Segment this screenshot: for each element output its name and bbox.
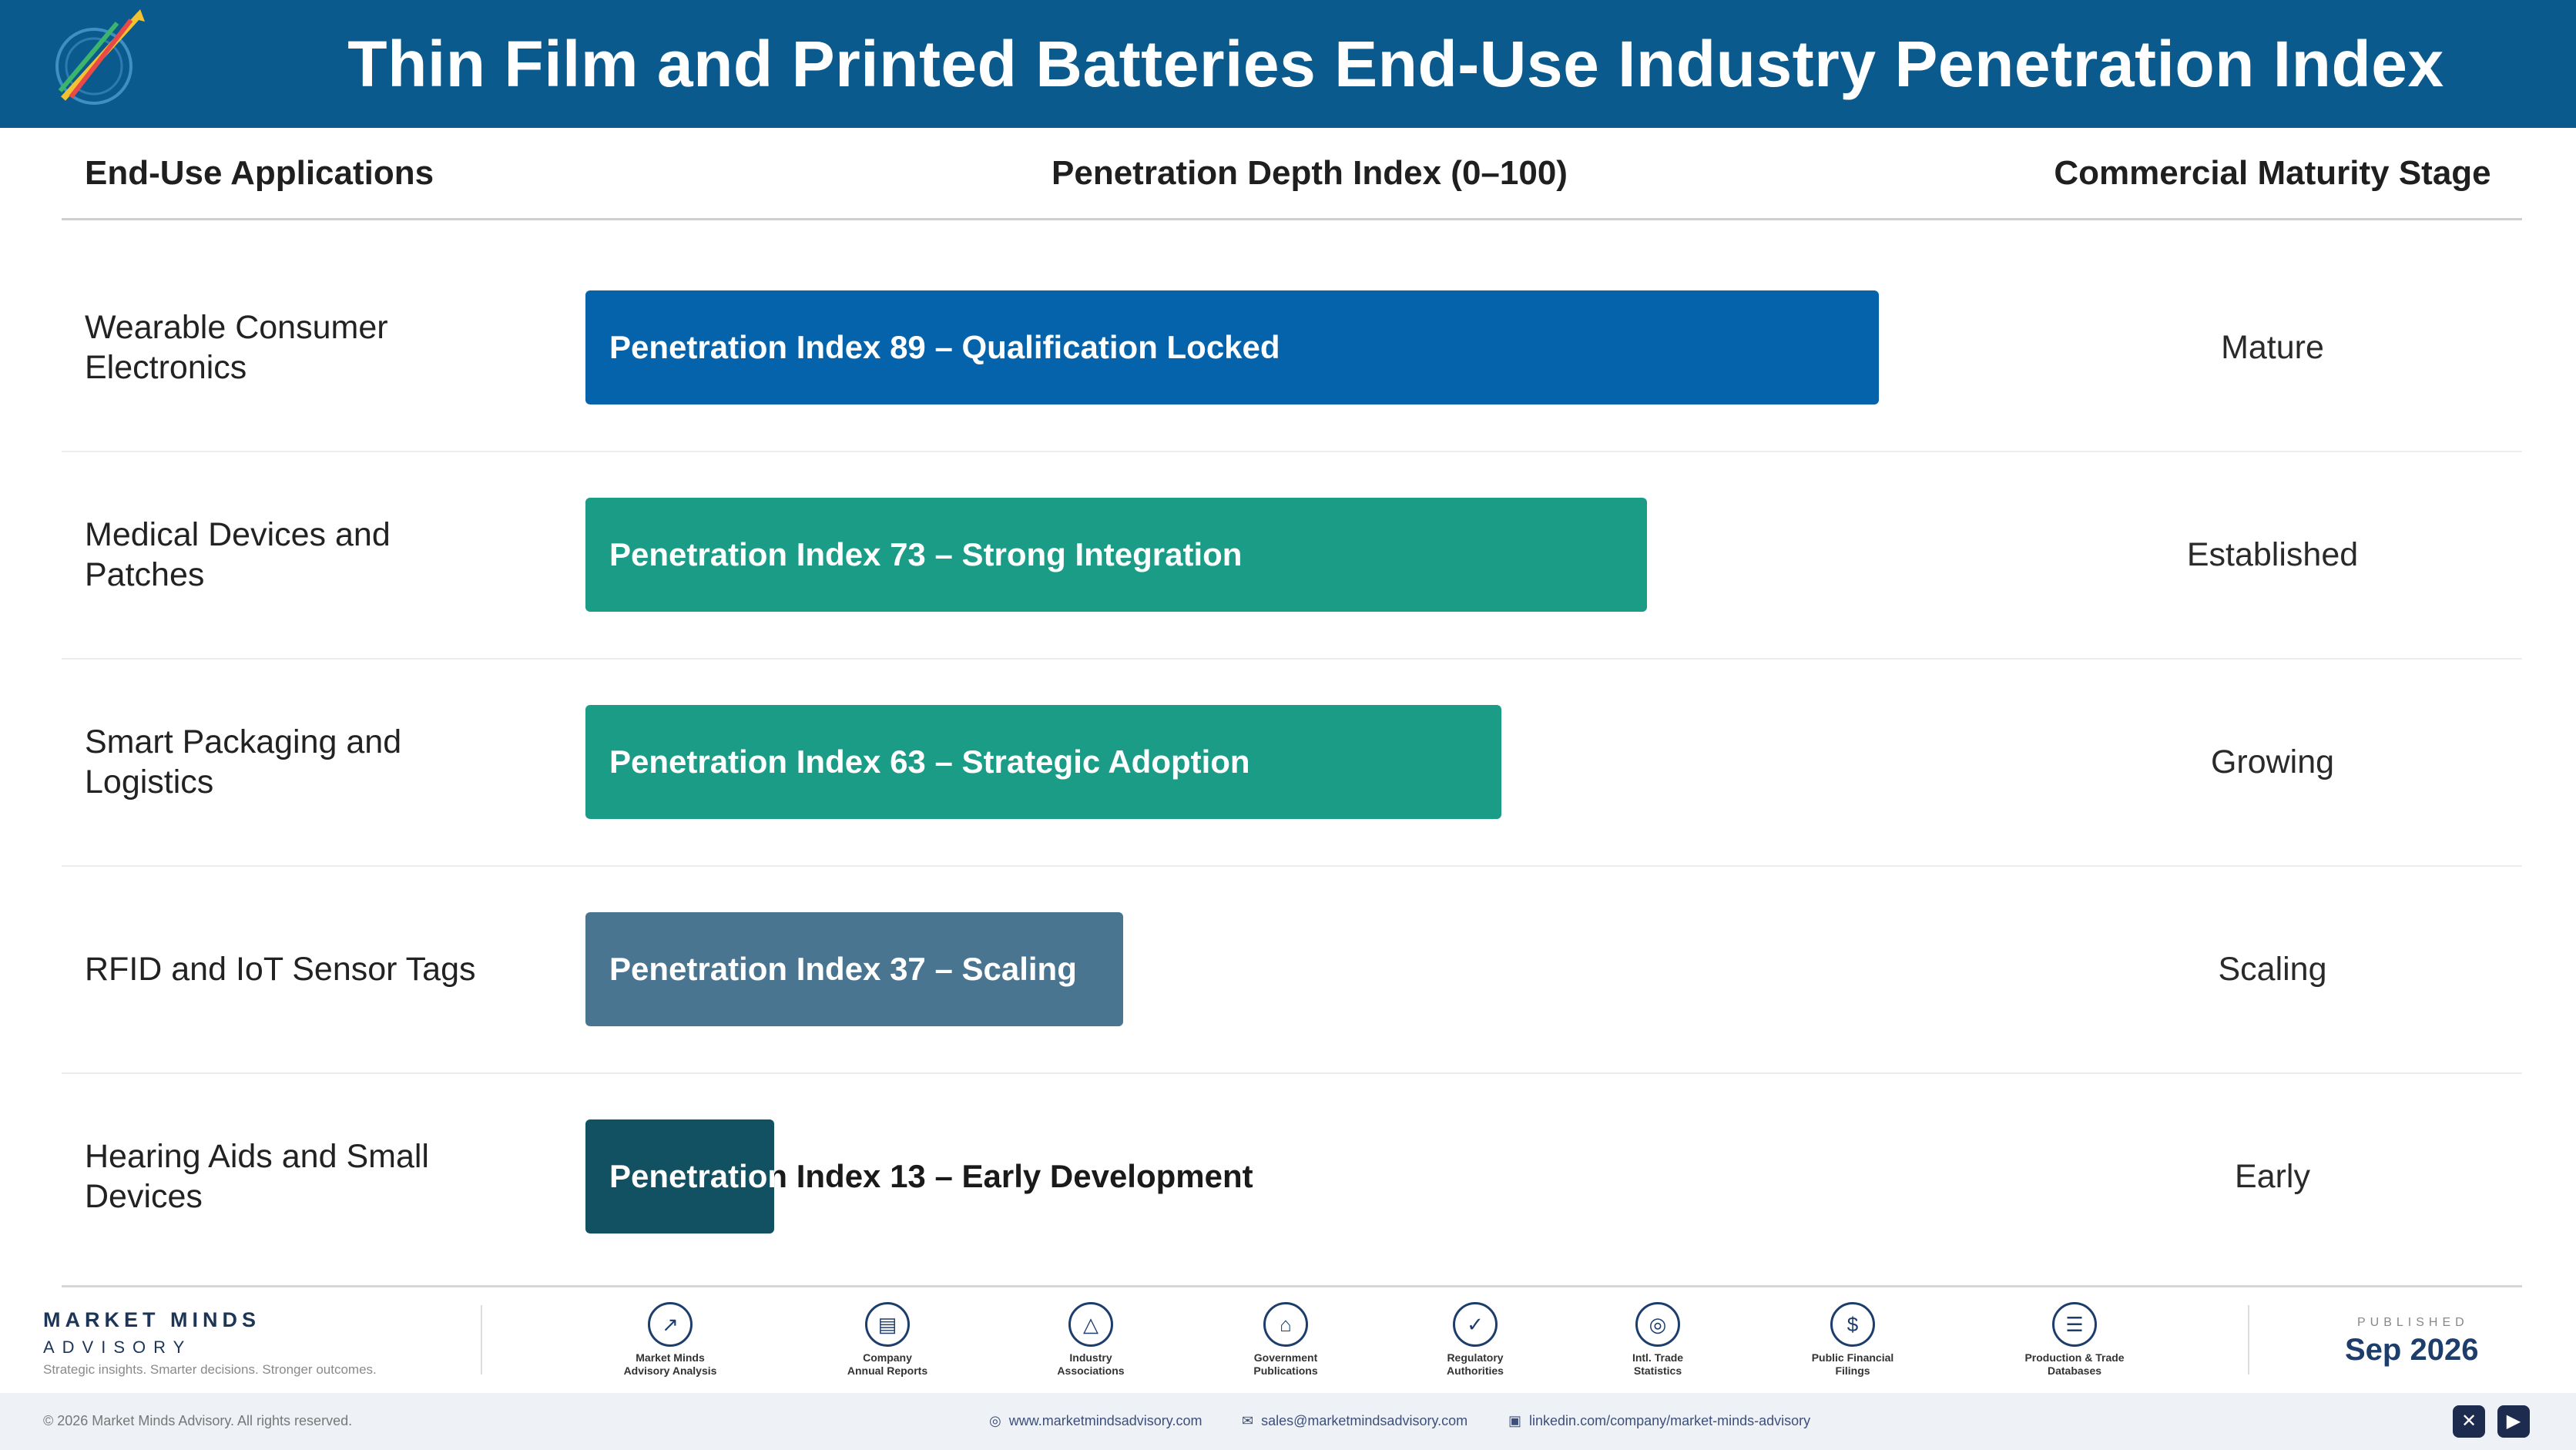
stage-label: Established <box>2186 535 2359 573</box>
stage-label: Scaling <box>2218 950 2327 988</box>
row-label: Smart Packaging and Logistics <box>85 723 402 801</box>
row-label: Hearing Aids and Small Devices <box>85 1137 429 1215</box>
row-divider <box>62 451 2522 452</box>
bar-label: Penetration Index 73 – Strong Integratio… <box>609 535 1243 572</box>
linkedin-link[interactable]: ▣ linkedin.com/company/market-minds-advi… <box>1508 1413 1810 1429</box>
bar <box>585 290 1880 404</box>
government-building-icon: ⌂ <box>1263 1302 1308 1347</box>
source-item: ▤ Company Annual Reports <box>810 1302 964 1378</box>
youtube-social-icon[interactable]: ▶ <box>2497 1405 2530 1438</box>
x-social-icon[interactable]: ✕ <box>2453 1405 2485 1438</box>
globe-icon: ◎ <box>1635 1302 1680 1347</box>
column-header-stage: Commercial Maturity Stage <box>2054 154 2491 192</box>
source-label: Government Publications <box>1253 1351 1318 1377</box>
copyright-text: © 2026 Market Minds Advisory. All rights… <box>43 1413 353 1428</box>
source-item: ↗ Market Minds Advisory Analysis <box>593 1302 747 1378</box>
footer-strip: © 2026 Market Minds Advisory. All rights… <box>0 1393 2576 1450</box>
bar <box>585 704 1501 819</box>
row-divider <box>62 865 2522 867</box>
database-icon: ☰ <box>2052 1302 2097 1347</box>
email-link[interactable]: ✉ sales@marketmindsadvisory.com <box>1242 1413 1467 1429</box>
bar <box>585 1119 775 1234</box>
row-label: RFID and IoT Sensor Tags <box>85 950 476 988</box>
bar-label: Penetration Index 13 – Early Development <box>609 1157 1253 1194</box>
stage-label: Mature <box>2221 328 2324 366</box>
source-item: ☰ Production & Trade Databases <box>1997 1302 2152 1378</box>
bar-label: Penetration Index 63 – Strategic Adoptio… <box>609 743 1250 780</box>
source-label: Production & Trade Databases <box>2024 1351 2125 1377</box>
source-item: ⌂ Government Publications <box>1209 1302 1363 1378</box>
bar <box>585 497 1647 612</box>
bar-label: Penetration Index 89 – Qualification Loc… <box>609 328 1280 365</box>
published-label: PUBLISHED <box>2357 1316 2469 1329</box>
footer-divider <box>2248 1305 2249 1374</box>
website-text: www.marketmindsadvisory.com <box>1008 1413 1202 1428</box>
header-divider <box>62 218 2522 220</box>
row-divider <box>62 1072 2522 1074</box>
column-header-index: Penetration Depth Index (0–100) <box>1052 154 1568 192</box>
chart-bottom-divider <box>62 1285 2522 1287</box>
source-label: Company Annual Reports <box>847 1351 928 1377</box>
source-label: Regulatory Authorities <box>1447 1351 1504 1377</box>
company-logo <box>55 9 145 105</box>
bar-label: Penetration Index 37 – Scaling <box>609 950 1077 987</box>
page-title: Thin Film and Printed Batteries End-Use … <box>347 28 2444 100</box>
source-item: ✓ Regulatory Authorities <box>1398 1302 1552 1378</box>
chart-line-icon: ↗ <box>648 1302 693 1347</box>
linkedin-icon: ▣ <box>1508 1413 1522 1428</box>
source-item: $ Public Financial Filings <box>1776 1302 1930 1378</box>
source-label: Industry Associations <box>1057 1351 1125 1377</box>
website-link[interactable]: ◎ www.marketmindsadvisory.com <box>989 1413 1202 1429</box>
brand-tagline: Strategic insights. Smarter decisions. S… <box>43 1362 377 1377</box>
bar <box>585 911 1124 1026</box>
linkedin-text: linkedin.com/company/market-minds-adviso… <box>1529 1413 1811 1428</box>
source-item: ◎ Intl. Trade Statistics <box>1581 1302 1735 1378</box>
dollar-coin-icon: $ <box>1830 1302 1875 1347</box>
bar-label-overlay: Penetration Index 13 – Early Development <box>609 1157 775 1194</box>
globe-icon: ◎ <box>989 1413 1001 1428</box>
shield-check-icon: ✓ <box>1453 1302 1498 1347</box>
email-text: sales@marketmindsadvisory.com <box>1261 1413 1468 1428</box>
brand-subtitle: ADVISORY <box>43 1338 193 1357</box>
column-header-applications: End-Use Applications <box>85 154 434 192</box>
brand-name: MARKET MINDS <box>43 1308 260 1331</box>
footer: MARKET MINDS ADVISORY Strategic insights… <box>0 1293 2576 1450</box>
row-label: Wearable Consumer Electronics <box>85 308 388 386</box>
row-divider <box>62 658 2522 660</box>
row-label: Medical Devices and Patches <box>85 515 391 593</box>
stage-label: Growing <box>2210 743 2335 780</box>
source-label: Public Financial Filings <box>1811 1351 1894 1377</box>
document-icon: ▤ <box>865 1302 910 1347</box>
network-icon: △ <box>1068 1302 1113 1347</box>
published-date: Sep 2026 <box>2345 1333 2479 1367</box>
source-item: △ Industry Associations <box>1014 1302 1168 1378</box>
stage-label: Early <box>2235 1157 2310 1195</box>
mail-icon: ✉ <box>1242 1413 1254 1428</box>
footer-divider <box>481 1305 482 1374</box>
source-label: Intl. Trade Statistics <box>1632 1351 1684 1377</box>
source-label: Market Minds Advisory Analysis <box>623 1351 717 1377</box>
header-bar: Thin Film and Printed Batteries End-Use … <box>0 0 2576 128</box>
